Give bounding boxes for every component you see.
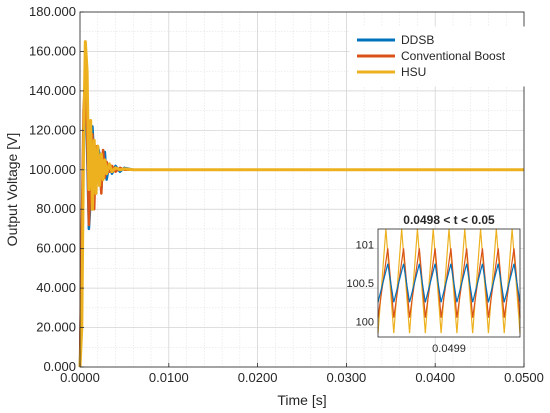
y-tick-label: 160.000 bbox=[29, 43, 76, 58]
legend-label-ddsb: DDSB bbox=[401, 33, 434, 47]
legend-label-conventional-boost: Conventional Boost bbox=[401, 49, 506, 63]
x-axis-label: Time [s] bbox=[277, 392, 326, 408]
y-tick-label: 20.000 bbox=[36, 320, 76, 335]
x-tick-label: 0.0400 bbox=[415, 370, 455, 385]
inset-line-conventional-boost bbox=[377, 248, 521, 318]
inset-x-tick-label: 0.0499 bbox=[432, 343, 466, 355]
y-tick-label: 100.000 bbox=[29, 162, 76, 177]
plot-frame bbox=[79, 11, 525, 368]
y-tick-label: 180.000 bbox=[29, 4, 76, 19]
y-axis-label: Output Voltage [V] bbox=[4, 133, 20, 247]
inset-y-tick-label: 101 bbox=[356, 239, 374, 251]
y-axis-ticks: 0.000 20.000 40.000 60.000 80.000 100.000 120.… bbox=[29, 4, 84, 374]
inset-y-tick-label: 100 bbox=[356, 317, 374, 329]
x-tick-label: 0.0300 bbox=[327, 370, 367, 385]
x-tick-label: 0.0200 bbox=[238, 370, 278, 385]
series-line-hsu bbox=[78, 40, 524, 368]
y-tick-label: 120.000 bbox=[29, 122, 76, 137]
y-tick-label: 140.000 bbox=[29, 83, 76, 98]
inset-x-ticks: 0.0499 bbox=[432, 343, 466, 355]
y-tick-label: 0.000 bbox=[43, 359, 76, 374]
inset-y-tick-label: 100.5 bbox=[346, 278, 374, 290]
y-tick-label: 60.000 bbox=[36, 241, 76, 256]
x-axis-ticks: 0.0000 0.0100 0.0200 0.0300 0.0400 0.0500 bbox=[60, 363, 544, 385]
zoom-inset: 0.0498 < t < 0.05 101 100.5 100 0.0499 bbox=[346, 213, 521, 355]
legend: DDSB Conventional Boost HSU bbox=[349, 26, 526, 87]
x-tick-label: 0.0000 bbox=[60, 370, 100, 385]
y-tick-label: 80.000 bbox=[36, 201, 76, 216]
x-tick-label: 0.0500 bbox=[504, 370, 544, 385]
series-lines bbox=[78, 40, 524, 368]
legend-label-hsu: HSU bbox=[401, 65, 426, 79]
x-tick-label: 0.0100 bbox=[149, 370, 189, 385]
inset-line-ddsb bbox=[377, 263, 521, 303]
y-tick-label: 40.000 bbox=[36, 280, 76, 295]
inset-title: 0.0498 < t < 0.05 bbox=[403, 213, 495, 227]
inset-y-ticks: 101 100.5 100 bbox=[346, 239, 374, 328]
